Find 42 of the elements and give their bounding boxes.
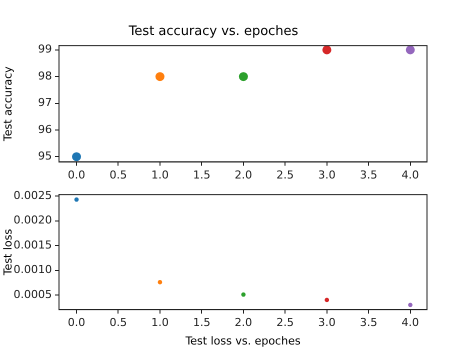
y-tick-label: 0.0005 <box>14 288 52 301</box>
x-tick-label: 2.5 <box>276 168 294 182</box>
x-tick-label: 3.0 <box>318 168 336 182</box>
point <box>241 292 246 297</box>
x-tick-label: 3.0 <box>318 316 336 330</box>
x-tick-label: 2.0 <box>234 168 252 182</box>
y-tick-label: 96 <box>38 122 52 136</box>
x-tick-label: 0.5 <box>109 316 127 330</box>
x-tick-label: 3.5 <box>360 168 378 182</box>
point <box>238 72 248 82</box>
x-tick-label: 1.5 <box>192 168 210 182</box>
x-axis-title: Test loss vs. epoches <box>184 334 301 348</box>
y-tick-label: 99 <box>38 42 52 56</box>
point <box>408 302 413 308</box>
y-tick-label: 95 <box>38 150 52 163</box>
y-axis-title: Test accuracy <box>1 66 14 142</box>
y-tick-label: 0.0010 <box>14 263 52 276</box>
y-tick-label: 97 <box>38 96 52 110</box>
x-tick-label: 4.0 <box>402 168 420 182</box>
x-tick-label: 4.0 <box>402 316 420 330</box>
x-tick-label: 3.5 <box>360 316 378 330</box>
x-tick-label: 2.5 <box>276 316 294 330</box>
x-tick-label: 0.0 <box>68 316 86 330</box>
point <box>324 298 330 302</box>
x-tick-label: 0.5 <box>109 168 127 182</box>
x-tick-label: 0.0 <box>68 168 86 182</box>
y-tick-label: 0.0025 <box>14 188 52 202</box>
x-tick-label: 1.5 <box>192 316 210 330</box>
y-tick-label: 98 <box>38 69 52 82</box>
point <box>322 46 332 54</box>
x-tick-label: 2.0 <box>234 316 252 330</box>
x-tick-label: 1.0 <box>151 168 169 182</box>
point <box>406 46 415 54</box>
x-tick-label: 1.0 <box>151 316 169 330</box>
point <box>158 280 162 284</box>
point <box>155 72 164 82</box>
y-tick-label: 0.0015 <box>14 238 52 252</box>
y-tick-label: 0.0020 <box>14 214 52 227</box>
point <box>74 197 79 202</box>
y-axis-title: Test loss <box>1 228 14 276</box>
chart-title: Test accuracy vs. epoches <box>128 24 299 40</box>
point <box>72 152 82 162</box>
